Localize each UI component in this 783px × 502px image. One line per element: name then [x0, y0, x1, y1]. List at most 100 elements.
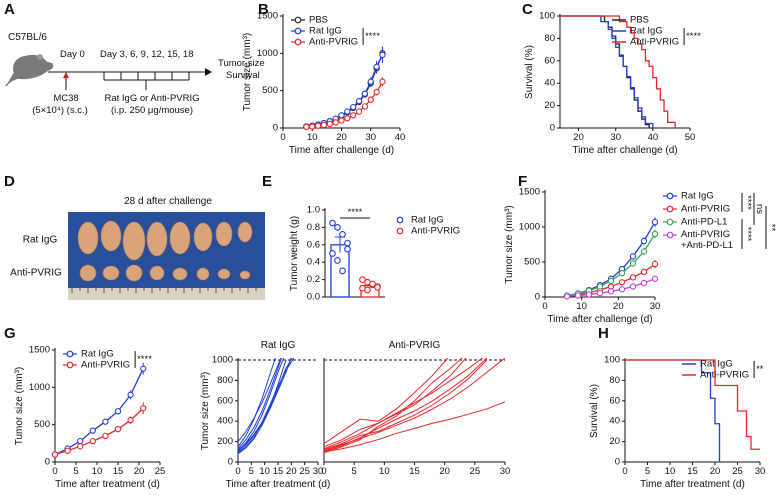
survival-curve	[560, 15, 654, 128]
x-tick-label: 10	[92, 466, 103, 477]
x-tick-label: 25	[299, 466, 310, 477]
series-line	[237, 359, 287, 455]
plot-area	[625, 359, 760, 462]
y-tick-label: 0.8	[307, 222, 320, 233]
data-point	[303, 123, 310, 131]
mouse-icon	[5, 54, 54, 87]
legend-marker	[294, 27, 302, 35]
data-point	[64, 447, 71, 454]
outcome: Tumor size	[218, 58, 265, 69]
x-tick-label: 20	[336, 132, 347, 143]
series-line	[323, 359, 488, 451]
legend-label: Anti-PD-L1	[681, 217, 727, 228]
panel-label: G	[4, 325, 16, 342]
data-point	[361, 90, 369, 97]
y-axis-label: Tumor size (mm³)	[242, 33, 253, 112]
y-tick-label: 20	[544, 100, 555, 111]
legend-marker	[294, 38, 302, 46]
data-point	[344, 239, 351, 247]
timeline-arrow	[205, 68, 212, 76]
significance-label: ****	[365, 31, 380, 42]
x-tick-label: 30	[313, 466, 324, 477]
legend-label: PBS	[309, 15, 328, 26]
legend-label: Rat IgG	[309, 26, 342, 37]
x-axis-label: Time after challenge (d)	[572, 145, 677, 156]
y-tick-label: 0	[535, 292, 540, 303]
x-tick-label: 40	[648, 132, 659, 143]
legend-label: Rat IgG	[411, 215, 444, 226]
y-tick-label: 800	[217, 375, 233, 386]
panel-label: C	[522, 1, 533, 18]
y-tick-label: 500	[34, 419, 50, 430]
y-tick-label: 0	[228, 457, 233, 468]
x-tick-label: 30	[610, 132, 621, 143]
y-tick-label: 1.0	[307, 205, 320, 216]
y-tick-label: 60	[609, 395, 620, 406]
series-line	[237, 358, 295, 451]
data-point	[314, 122, 322, 129]
panel-label: B	[258, 1, 269, 18]
data-point	[309, 123, 316, 130]
x-tick-label: 30	[500, 466, 511, 477]
data-point	[338, 117, 345, 124]
x-tick-label: 25	[470, 466, 481, 477]
data-point	[563, 293, 571, 300]
x-tick-label: 30	[365, 132, 376, 143]
legend-marker	[666, 192, 674, 200]
data-point	[629, 274, 637, 281]
legend-label: Anti-PVRIG	[681, 204, 730, 215]
mouse-ear	[37, 54, 43, 60]
y-tick-label: 400	[217, 416, 233, 427]
y-tick-label: 1000	[519, 222, 540, 233]
x-tick-label: 5	[73, 466, 78, 477]
y-tick-label: 0	[45, 457, 50, 468]
data-point	[355, 108, 363, 115]
significance-label: ns	[754, 204, 765, 214]
panel-label: D	[4, 173, 15, 190]
schematic: C57BL/6 Day 0 Day 3, 6, 9, 12, 15, 18 Tu…	[5, 32, 265, 116]
chart-title: Rat IgG	[261, 340, 296, 351]
inoculation-head	[63, 72, 69, 78]
plot-area	[563, 217, 659, 300]
data-point	[574, 292, 582, 299]
data-point	[640, 268, 648, 275]
x-tick-label: 0	[622, 466, 627, 477]
plot-area	[51, 362, 147, 458]
x-tick-label: 20	[613, 301, 624, 312]
x-tick-label: 5	[645, 466, 650, 477]
legend-marker	[66, 361, 74, 369]
legend-label: Anti-PVRIG	[700, 370, 749, 381]
y-tick-label: 0.2	[307, 274, 320, 285]
data-point	[334, 224, 341, 231]
series-line	[323, 358, 506, 452]
legend-label: Anti-PVRIG +Anti-PD-L1	[681, 229, 734, 251]
photo-row-label: Anti-PVRIG	[10, 268, 62, 279]
series-line	[323, 358, 463, 454]
x-tick-label: 30	[755, 466, 766, 477]
x-tick-label: 20	[439, 466, 450, 477]
ruler	[68, 288, 265, 300]
x-tick-label: 0	[235, 466, 240, 477]
legend-label: Rat IgG	[700, 359, 733, 370]
data-point	[127, 391, 134, 398]
legend-marker	[666, 231, 674, 239]
survival-curve	[625, 359, 760, 450]
data-point	[618, 286, 626, 293]
photo-background	[68, 212, 265, 300]
panel-label: E	[262, 173, 272, 190]
mouse-strain: C57BL/6	[8, 32, 47, 43]
y-tick-label: 100	[539, 11, 555, 22]
treatment-dose: (i.p. 250 μg/mouse)	[111, 105, 193, 116]
data-point	[374, 284, 381, 291]
x-axis-label: Time after treatment (d)	[226, 479, 331, 490]
data-point	[350, 103, 357, 111]
data-point	[140, 405, 147, 412]
x-tick-label: 0	[542, 301, 547, 312]
legend-label: Rat IgG	[630, 26, 663, 37]
x-axis-label: Time after challenge (d)	[289, 145, 394, 156]
significance-label: ****	[686, 31, 701, 42]
x-tick-label: 10	[576, 301, 587, 312]
x-tick-label: 0	[280, 132, 285, 143]
data-point	[338, 112, 345, 119]
data-point	[359, 276, 366, 283]
